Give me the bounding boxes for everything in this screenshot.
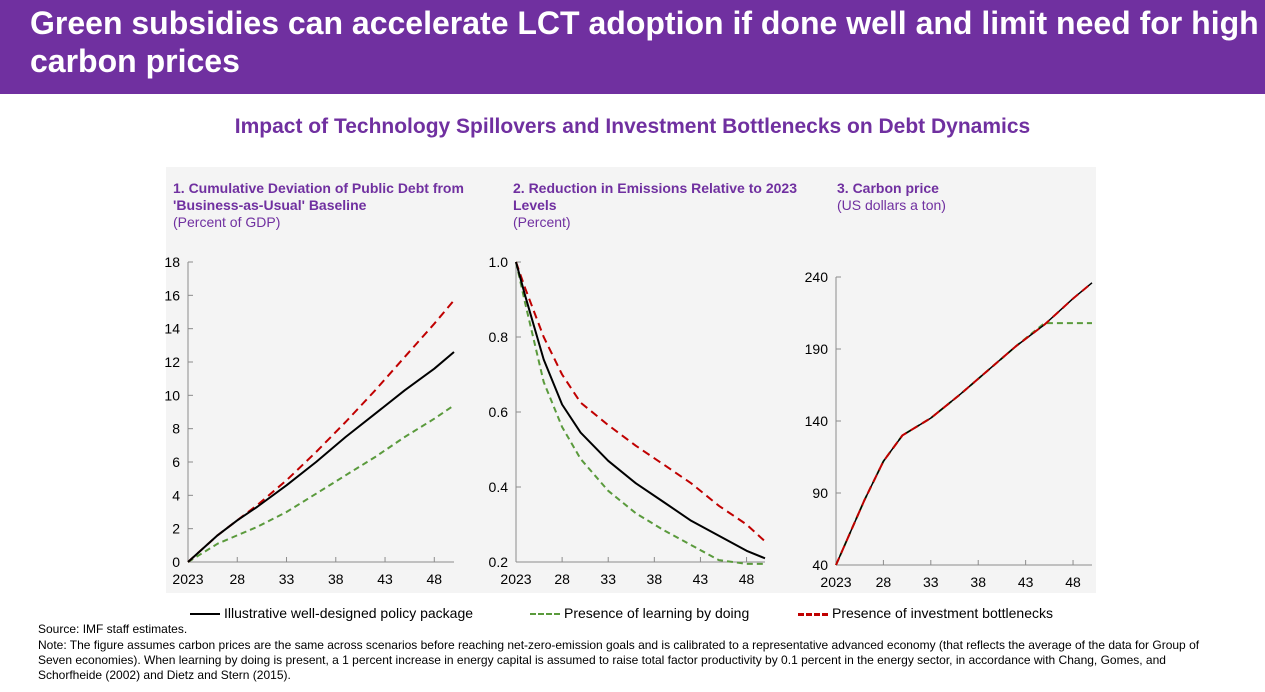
figure-title: Impact of Technology Spillovers and Inve… <box>234 115 1031 138</box>
panel-1-x-tick-label: 2023 <box>172 571 203 587</box>
panel-1-x-tick-label: 43 <box>377 571 393 587</box>
panel-2-series-1-line <box>515 261 766 560</box>
panel-3-y-tick-label: 190 <box>805 341 829 357</box>
legend-label: Illustrative well-designed policy packag… <box>224 605 474 621</box>
panel-3-series-3-line <box>835 282 1093 566</box>
source-text: Source: IMF staff estimates. <box>38 622 188 636</box>
legend-swatch-green-dashed <box>530 613 560 616</box>
panel-1-y-tick-label: 4 <box>172 487 180 503</box>
panel-1-y-tick-label: 8 <box>172 421 180 437</box>
legend-item-learning-by-doing: Presence of learning by doing <box>530 605 749 621</box>
legend-item-investment-bottlenecks: Presence of investment bottlenecks <box>798 605 1053 621</box>
panel-2-x-tick-label: 38 <box>647 571 663 587</box>
panel-3-x-tick-label: 43 <box>1018 574 1034 590</box>
panel-3-y-tick-label: 90 <box>812 485 828 501</box>
panel-3-subtitle: (US dollars a ton) <box>837 197 946 213</box>
panel-2-y-tick-label: 1.0 <box>489 254 509 270</box>
panel-1-title: 1. Cumulative Deviation of Public Debt f… <box>173 180 464 213</box>
panel-2-x-tick-label: 2023 <box>500 571 531 587</box>
panel-1-x-tick-label: 38 <box>328 571 344 587</box>
panel-3-x-tick-label: 28 <box>876 574 892 590</box>
panel-1-y-tick-label: 10 <box>164 387 180 403</box>
panel-2-y-tick-label: 0.2 <box>489 554 509 570</box>
panel-1-y-tick-label: 0 <box>172 554 180 570</box>
legend-label: Presence of investment bottlenecks <box>832 605 1054 621</box>
panel-1-series-2-line <box>187 404 455 563</box>
panel-1-x-tick-label: 28 <box>229 571 245 587</box>
panel-2-x-tick-label: 48 <box>739 571 755 587</box>
panel-2-y-tick-label: 0.8 <box>489 329 509 345</box>
panel-2-x-tick-label: 43 <box>693 571 709 587</box>
panel-3-title: 3. Carbon price <box>837 180 939 196</box>
panel-1-x-tick-label: 48 <box>427 571 443 587</box>
panel-3-x-tick-label: 38 <box>970 574 986 590</box>
panel-1-y-tick-label: 16 <box>164 287 180 303</box>
panel-1-y-tick-label: 18 <box>164 254 180 270</box>
panel-1-x-tick-label: 33 <box>279 571 295 587</box>
panel-2-series-3-line <box>515 261 766 543</box>
panel-2-series-2-line <box>515 261 765 565</box>
panel-1-y-tick-label: 6 <box>172 454 180 470</box>
panel-3-x-tick-label: 33 <box>923 574 939 590</box>
panel-3-y-tick-label: 240 <box>805 269 829 285</box>
title-banner: Green subsidies can accelerate LCT adopt… <box>0 0 1265 94</box>
legend-swatch-solid <box>190 613 220 616</box>
legend-swatch-red-dashed <box>798 612 828 616</box>
note-text: Note: The figure assumes carbon prices a… <box>38 638 1200 682</box>
panel-2-y-tick-label: 0.4 <box>489 479 509 495</box>
legend: Illustrative well-designed policy packag… <box>190 605 1110 623</box>
panel-1-y-tick-label: 14 <box>164 321 180 337</box>
panel-3-y-tick-label: 40 <box>812 557 828 573</box>
panel-2-y-tick-label: 0.6 <box>489 404 509 420</box>
panel-1-title-block: 1. Cumulative Deviation of Public Debt f… <box>173 180 473 231</box>
legend-item-policy-package: Illustrative well-designed policy packag… <box>190 605 473 621</box>
figure-background <box>166 167 1096 593</box>
panel-2-subtitle: (Percent) <box>513 214 571 230</box>
panel-2-title-block: 2. Reduction in Emissions Relative to 20… <box>513 180 803 231</box>
panel-2-x-tick-label: 33 <box>600 571 616 587</box>
panel-3-series-1-line <box>835 282 1093 566</box>
panel-3-x-tick-label: 48 <box>1065 574 1081 590</box>
panel-3-title-block: 3. Carbon price (US dollars a ton) <box>837 180 1087 214</box>
panel-2-x-tick-label: 28 <box>554 571 570 587</box>
legend-label: Presence of learning by doing <box>564 605 750 621</box>
panel-1-subtitle: (Percent of GDP) <box>173 214 281 230</box>
panel-3-series-2-line <box>835 322 1092 566</box>
panel-1-y-tick-label: 12 <box>164 354 180 370</box>
slide-title: Green subsidies can accelerate LCT adopt… <box>30 5 1259 79</box>
panel-1-series-1-line <box>187 351 455 563</box>
panel-3-x-tick-label: 2023 <box>820 574 851 590</box>
panel-3-y-tick-label: 140 <box>805 413 829 429</box>
panel-2-title: 2. Reduction in Emissions Relative to 20… <box>513 180 797 213</box>
panel-1-y-tick-label: 2 <box>172 521 180 537</box>
